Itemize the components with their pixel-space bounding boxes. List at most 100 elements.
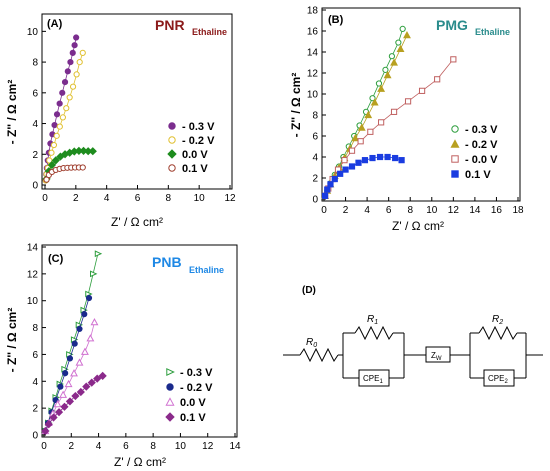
- data-point: [367, 128, 374, 135]
- data-point: [321, 192, 329, 199]
- data-point: [90, 270, 98, 278]
- panel-c-title: PNB: [152, 254, 182, 270]
- data-point: [403, 31, 411, 39]
- data-point: [398, 157, 405, 164]
- resistor-r1: [354, 325, 394, 341]
- panel-a: (A) PNR Ethaline - Z'' / Ω cm² Z' / Ω cm…: [5, 13, 236, 229]
- panel-b-xlabel: Z' / Ω cm²: [392, 219, 444, 233]
- data-point: [49, 413, 58, 422]
- y-tick-label: 0: [32, 181, 38, 192]
- resistor-r2: [478, 325, 518, 341]
- data-point: [48, 149, 55, 156]
- panel-a-axes: 0 2 4 6 8 10 12 0 2 4 6 8 10: [27, 27, 236, 204]
- data-point: [93, 374, 102, 383]
- y-tick-label: 2: [312, 174, 318, 185]
- data-point: [59, 390, 68, 398]
- x-tick-label: 10: [194, 193, 206, 204]
- data-point: [80, 347, 89, 355]
- legend-label: - 0.2 V: [182, 135, 215, 147]
- panel-c-xlabel: Z' / Ω cm²: [114, 455, 166, 469]
- y-tick-label: 14: [27, 243, 39, 254]
- data-point: [59, 89, 66, 96]
- series-0.2v: [42, 294, 93, 435]
- data-point: [47, 160, 57, 170]
- x-tick-label: 0: [321, 205, 327, 216]
- legend-marker: [450, 139, 460, 148]
- data-point: [66, 355, 74, 362]
- y-tick-label: 6: [32, 350, 38, 361]
- legend-label: - 0.3 V: [465, 124, 498, 136]
- x-tick-label: 0: [41, 441, 47, 452]
- legend-label: 0.1 V: [182, 163, 208, 175]
- legend-label: 0.0 V: [180, 397, 206, 409]
- data-point: [60, 402, 69, 411]
- data-point: [370, 98, 379, 106]
- y-tick-label: 10: [307, 90, 319, 101]
- data-point: [364, 110, 373, 119]
- data-point: [87, 378, 96, 387]
- y-tick-label: 0: [312, 195, 318, 206]
- data-point: [369, 95, 376, 102]
- data-point: [377, 84, 386, 92]
- data-point: [81, 311, 88, 318]
- y-tick-label: 0: [32, 431, 38, 442]
- legend-marker: [168, 136, 176, 144]
- panel-c-frame: [41, 244, 238, 438]
- legend-label: - 0.2 V: [180, 382, 213, 394]
- y-tick-label: 4: [32, 377, 38, 388]
- data-point: [392, 154, 399, 162]
- resistor-r1-label: R1: [367, 314, 378, 326]
- y-tick-label: 8: [312, 111, 318, 122]
- panel-a-xlabel: Z' / Ω cm²: [111, 215, 163, 229]
- data-point: [44, 420, 53, 429]
- data-point: [369, 154, 376, 162]
- series-0.2v: [42, 49, 86, 184]
- y-tick-label: 2: [32, 150, 38, 161]
- data-point: [69, 49, 76, 56]
- data-point: [357, 123, 366, 131]
- legend-label: 0.1 V: [180, 412, 206, 424]
- legend-marker: [165, 397, 175, 406]
- legend-label: - 0.2 V: [465, 139, 498, 151]
- x-tick-label: 10: [175, 441, 187, 452]
- panel-a-title: PNR: [155, 17, 185, 33]
- data-point: [434, 76, 441, 83]
- x-tick-label: 14: [229, 441, 241, 452]
- legend-marker: [451, 170, 459, 178]
- resistor-r2-label: R2: [492, 314, 503, 326]
- panel-c: (C) PNB Ethaline - Z'' / Ω cm² Z' / Ω cm…: [5, 243, 241, 470]
- cpe2-label: CPE2: [488, 374, 508, 385]
- data-point: [56, 100, 63, 107]
- legend-label: - 0.3 V: [182, 121, 215, 133]
- data-point: [70, 369, 78, 377]
- panel-b-title: PMG: [436, 17, 468, 33]
- x-tick-label: 12: [202, 441, 214, 452]
- data-point: [383, 70, 392, 79]
- series-0.1v: [321, 153, 405, 199]
- x-tick-label: 2: [343, 205, 349, 216]
- legend-marker: [167, 149, 177, 159]
- data-point: [56, 123, 63, 130]
- panel-b-title-sub: Ethaline: [475, 27, 510, 37]
- data-point: [355, 159, 362, 166]
- legend-label: 0.1 V: [465, 169, 491, 181]
- y-tick-label: 6: [32, 88, 38, 99]
- panel-c-series: [41, 250, 107, 436]
- data-point: [388, 53, 395, 60]
- data-point: [327, 181, 334, 188]
- data-point: [85, 294, 93, 302]
- x-tick-label: 6: [386, 205, 392, 216]
- x-tick-label: 10: [426, 205, 438, 216]
- data-point: [79, 49, 86, 56]
- data-point: [59, 114, 66, 121]
- series-0.3v: [42, 250, 103, 435]
- data-point: [404, 98, 412, 105]
- data-point: [69, 83, 77, 90]
- y-tick-label: 12: [27, 269, 39, 280]
- panel-b-legend: - 0.3 V - 0.2 V - 0.0 V 0.1 V: [450, 124, 498, 181]
- data-point: [341, 157, 348, 164]
- panel-c-ylabel: - Z'' / Ω cm²: [5, 308, 19, 373]
- data-point: [73, 71, 80, 78]
- data-point: [376, 153, 384, 161]
- legend-marker: [451, 125, 459, 133]
